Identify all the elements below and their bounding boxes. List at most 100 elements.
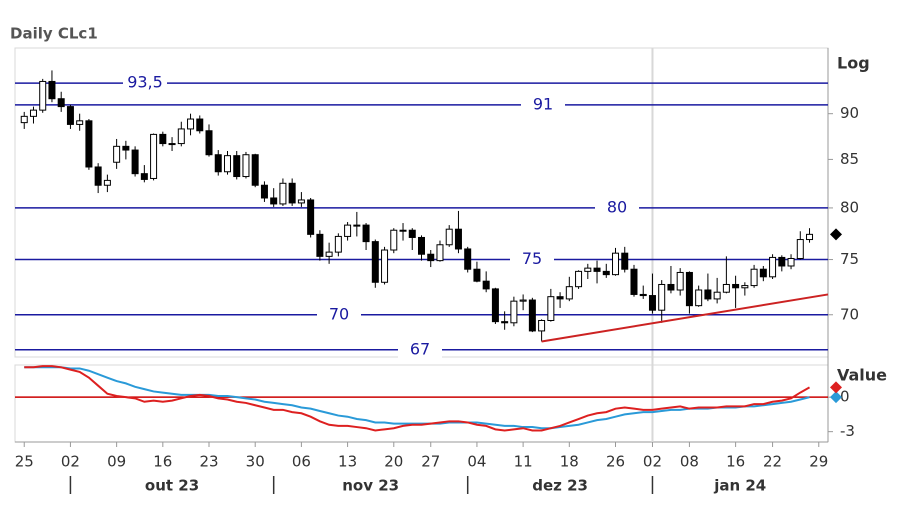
- candle-body: [29, 109, 37, 117]
- candle-body: [732, 283, 740, 289]
- level-label: 70: [329, 304, 349, 323]
- candle-body: [94, 166, 102, 186]
- x-tick-label: 11: [514, 453, 533, 471]
- candle-body: [408, 229, 416, 238]
- month-label: jan 24: [713, 477, 766, 495]
- candle-body: [667, 283, 675, 291]
- candle-body: [168, 143, 176, 146]
- candle-body: [501, 321, 509, 324]
- candle-body: [612, 252, 620, 276]
- candle-body: [362, 224, 370, 243]
- candle-body: [621, 252, 629, 270]
- indicator-line: [24, 365, 811, 432]
- candle-body: [528, 299, 536, 332]
- candle-body: [575, 270, 583, 288]
- level-label-bg: [123, 73, 167, 94]
- candle-body: [85, 120, 93, 168]
- candle-body: [547, 296, 555, 321]
- candle-body: [658, 283, 666, 311]
- candle-body: [639, 293, 647, 297]
- candle-body: [473, 268, 481, 282]
- trendline: [541, 293, 829, 343]
- candle-body: [685, 271, 693, 307]
- candle-body: [187, 118, 195, 130]
- level-label-bg: [521, 94, 565, 115]
- candle-body: [464, 248, 472, 270]
- x-tick-label: 26: [606, 453, 625, 471]
- candle-body: [427, 253, 435, 262]
- month-label: dez 23: [532, 477, 588, 495]
- candle-body: [538, 319, 546, 332]
- candle-body: [20, 115, 28, 124]
- candle-body: [150, 133, 158, 179]
- candle-body: [196, 118, 204, 132]
- month-label: nov 23: [342, 477, 399, 495]
- candle-body: [778, 256, 786, 267]
- candle-body: [316, 233, 324, 257]
- y-tick-label: 75: [840, 250, 859, 268]
- candle-body: [796, 239, 804, 259]
- y-tick-label: 85: [840, 150, 859, 168]
- indicator-label: Value: [837, 366, 887, 385]
- month-label: out 23: [145, 477, 199, 495]
- candle-body: [334, 235, 342, 253]
- x-tick-label: 22: [763, 453, 782, 471]
- candle-body: [787, 257, 795, 267]
- candle-body: [233, 155, 241, 178]
- candle-body: [741, 285, 749, 289]
- candle-body: [177, 128, 185, 145]
- x-tick-label: 16: [153, 453, 172, 471]
- level-label-bg: [595, 197, 639, 218]
- x-tick-label: 06: [292, 453, 311, 471]
- indicator-marker: [830, 381, 842, 394]
- candle-body: [491, 288, 499, 323]
- candle-body: [131, 149, 139, 175]
- candle-body: [769, 256, 777, 278]
- candle-body: [722, 283, 730, 293]
- candle-body: [695, 289, 703, 307]
- y-tick-label: 90: [840, 104, 859, 122]
- x-tick-label: 18: [560, 453, 579, 471]
- candle-body: [510, 300, 518, 324]
- candle-body: [122, 145, 130, 151]
- candle-body: [565, 286, 573, 300]
- candle-body: [750, 268, 758, 287]
- x-tick-label: 16: [726, 453, 745, 471]
- candle-body: [279, 182, 287, 205]
- candle-body: [344, 224, 352, 237]
- candle-body: [806, 233, 814, 241]
- x-tick-label: 20: [384, 453, 403, 471]
- last-price-marker: [830, 228, 842, 241]
- candle-body: [251, 154, 259, 186]
- x-tick-label: 13: [338, 453, 357, 471]
- x-tick-label: 30: [246, 453, 265, 471]
- candle-body: [713, 291, 721, 300]
- candle-body: [436, 244, 444, 262]
- scale-label: Log: [837, 54, 870, 73]
- candle-body: [288, 182, 296, 204]
- candle-body: [556, 296, 564, 300]
- candle-body: [307, 199, 315, 235]
- candle-body: [704, 289, 712, 300]
- candle-body: [390, 229, 398, 251]
- candle-body: [418, 236, 425, 255]
- x-tick-label: 08: [680, 453, 699, 471]
- level-label: 80: [607, 197, 627, 216]
- indicator-line: [24, 366, 810, 430]
- candle-body: [242, 154, 250, 178]
- candle-body: [76, 120, 84, 125]
- candle-body: [159, 133, 167, 145]
- y-tick-label: 70: [840, 305, 859, 323]
- x-tick-label: 09: [107, 453, 126, 471]
- x-tick-label: 23: [199, 453, 218, 471]
- y2-tick-label: -3: [840, 422, 855, 440]
- candle-body: [48, 80, 56, 100]
- x-tick-label: 02: [643, 453, 662, 471]
- indicator-marker: [830, 391, 842, 404]
- y2-tick-label: 0: [840, 388, 850, 406]
- candle-body: [648, 295, 656, 311]
- candle-body: [759, 268, 767, 278]
- level-label: 91: [533, 94, 553, 113]
